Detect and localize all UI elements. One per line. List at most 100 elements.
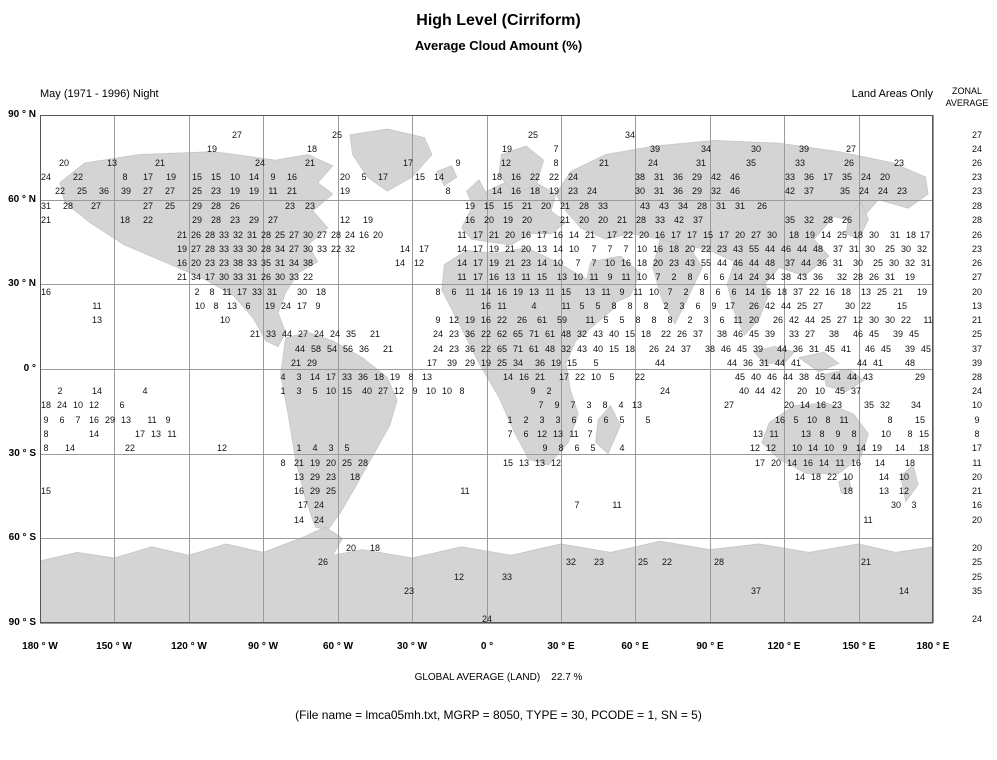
grid-value: 4 [280, 372, 286, 382]
grid-value: 9 [315, 301, 321, 311]
grid-value: 1 [280, 386, 286, 396]
grid-value: 33 [788, 329, 799, 339]
grid-value: 5 [361, 172, 367, 182]
grid-value: 14 [456, 244, 467, 254]
grid-value: 27 [750, 230, 761, 240]
grid-value: 10 [219, 315, 230, 325]
grid-value: 18 [349, 472, 360, 482]
grid-value: 23 [204, 258, 215, 268]
grid-value: 32 [803, 215, 814, 225]
grid-value: 15 [896, 301, 907, 311]
zonal-average-value: 10 [971, 400, 982, 410]
grid-value: 44 [281, 329, 292, 339]
grid-value: 22 [808, 287, 819, 297]
lon-label: 60 ° W [322, 641, 354, 652]
grid-value: 44 [726, 358, 737, 368]
grid-value: 27 [377, 386, 388, 396]
grid-value: 44 [764, 244, 775, 254]
grid-value: 21 [488, 230, 499, 240]
grid-value: 13 [421, 372, 432, 382]
grid-value: 12 [88, 400, 99, 410]
grid-value: 17 [296, 301, 307, 311]
grid-value: 15 [536, 272, 547, 282]
grid-value: 22 [826, 472, 837, 482]
australia-landmass [761, 402, 869, 474]
grid-value: 33 [251, 287, 262, 297]
grid-value: 34 [910, 400, 921, 410]
grid-value: 20 [748, 315, 759, 325]
grid-value: 3 [911, 500, 917, 510]
grid-value: 41 [790, 358, 801, 368]
grid-value: 20 [684, 244, 695, 254]
grid-value: 16 [488, 272, 499, 282]
grid-value: 46 [720, 344, 731, 354]
india-landmass [652, 238, 703, 325]
grid-value: 33 [232, 272, 243, 282]
grid-value: 13 [504, 272, 515, 282]
zonal-average-value: 27 [971, 272, 982, 282]
grid-value: 19 [165, 172, 176, 182]
grid-value: 41 [840, 344, 851, 354]
grid-value: 32 [904, 258, 915, 268]
grid-value: 9 [711, 301, 717, 311]
grid-value: 11 [612, 500, 622, 510]
grid-value: 25 [341, 458, 352, 468]
v-gridline [784, 115, 785, 623]
grid-value: 37 [784, 258, 795, 268]
grid-value: 30 [296, 287, 307, 297]
new-zealand-landmass [900, 464, 919, 503]
grid-value: 27 [845, 144, 856, 154]
grid-value: 18 [640, 329, 651, 339]
grid-value: 8 [643, 301, 649, 311]
madagascar-landmass [595, 404, 621, 455]
grid-value: 9 [455, 158, 461, 168]
grid-value: 34 [764, 272, 775, 282]
grid-value: 37 [692, 215, 703, 225]
lon-label: 0 ° [480, 641, 494, 652]
grid-value: 48 [904, 358, 915, 368]
grid-value: 36 [357, 372, 368, 382]
british-isles-landmass [466, 179, 487, 209]
grid-value: 5 [619, 415, 625, 425]
lon-label: 30 ° E [547, 641, 575, 652]
grid-value: 15 [191, 172, 202, 182]
grid-value: 20 [540, 201, 551, 211]
grid-value: 28 [852, 272, 863, 282]
grid-value: 39 [446, 358, 457, 368]
zonal-average-value: 23 [971, 172, 982, 182]
zonal-average-value: 24 [971, 144, 982, 154]
grid-value: 29 [248, 215, 259, 225]
grid-value: 10 [636, 244, 647, 254]
grid-value: 11 [589, 272, 599, 282]
grid-value: 14 [874, 458, 885, 468]
grid-value: 18 [776, 287, 787, 297]
grid-value: 22 [480, 344, 491, 354]
grid-value: 8 [280, 458, 286, 468]
grid-value: 36 [672, 186, 683, 196]
grid-value: 20 [504, 230, 515, 240]
grid-value: 16 [654, 230, 665, 240]
grid-value: 31 [653, 172, 664, 182]
v-gridline [859, 115, 860, 623]
grid-value: 37 [692, 329, 703, 339]
lat-label: 90 ° S [8, 617, 36, 628]
grid-value: 22 [574, 372, 585, 382]
grid-value: 17 [472, 272, 483, 282]
grid-value: 11 [497, 301, 507, 311]
grid-value: 25 [820, 315, 831, 325]
zonal-average-value: 25 [971, 557, 982, 567]
grid-value: 16 [286, 172, 297, 182]
grid-value: 16 [496, 287, 507, 297]
grid-value: 11 [561, 301, 571, 311]
grid-value: 46 [729, 172, 740, 182]
zonal-average-value: 24 [971, 386, 982, 396]
grid-value: 19 [309, 458, 320, 468]
grid-value: 23 [403, 586, 414, 596]
grid-value: 26 [843, 158, 854, 168]
grid-value: 44 [774, 358, 785, 368]
grid-value: 26 [317, 557, 328, 567]
grid-value: 24 [432, 344, 443, 354]
grid-value: 7 [587, 429, 593, 439]
grid-value: 8 [627, 301, 633, 311]
grid-value: 20 [770, 458, 781, 468]
